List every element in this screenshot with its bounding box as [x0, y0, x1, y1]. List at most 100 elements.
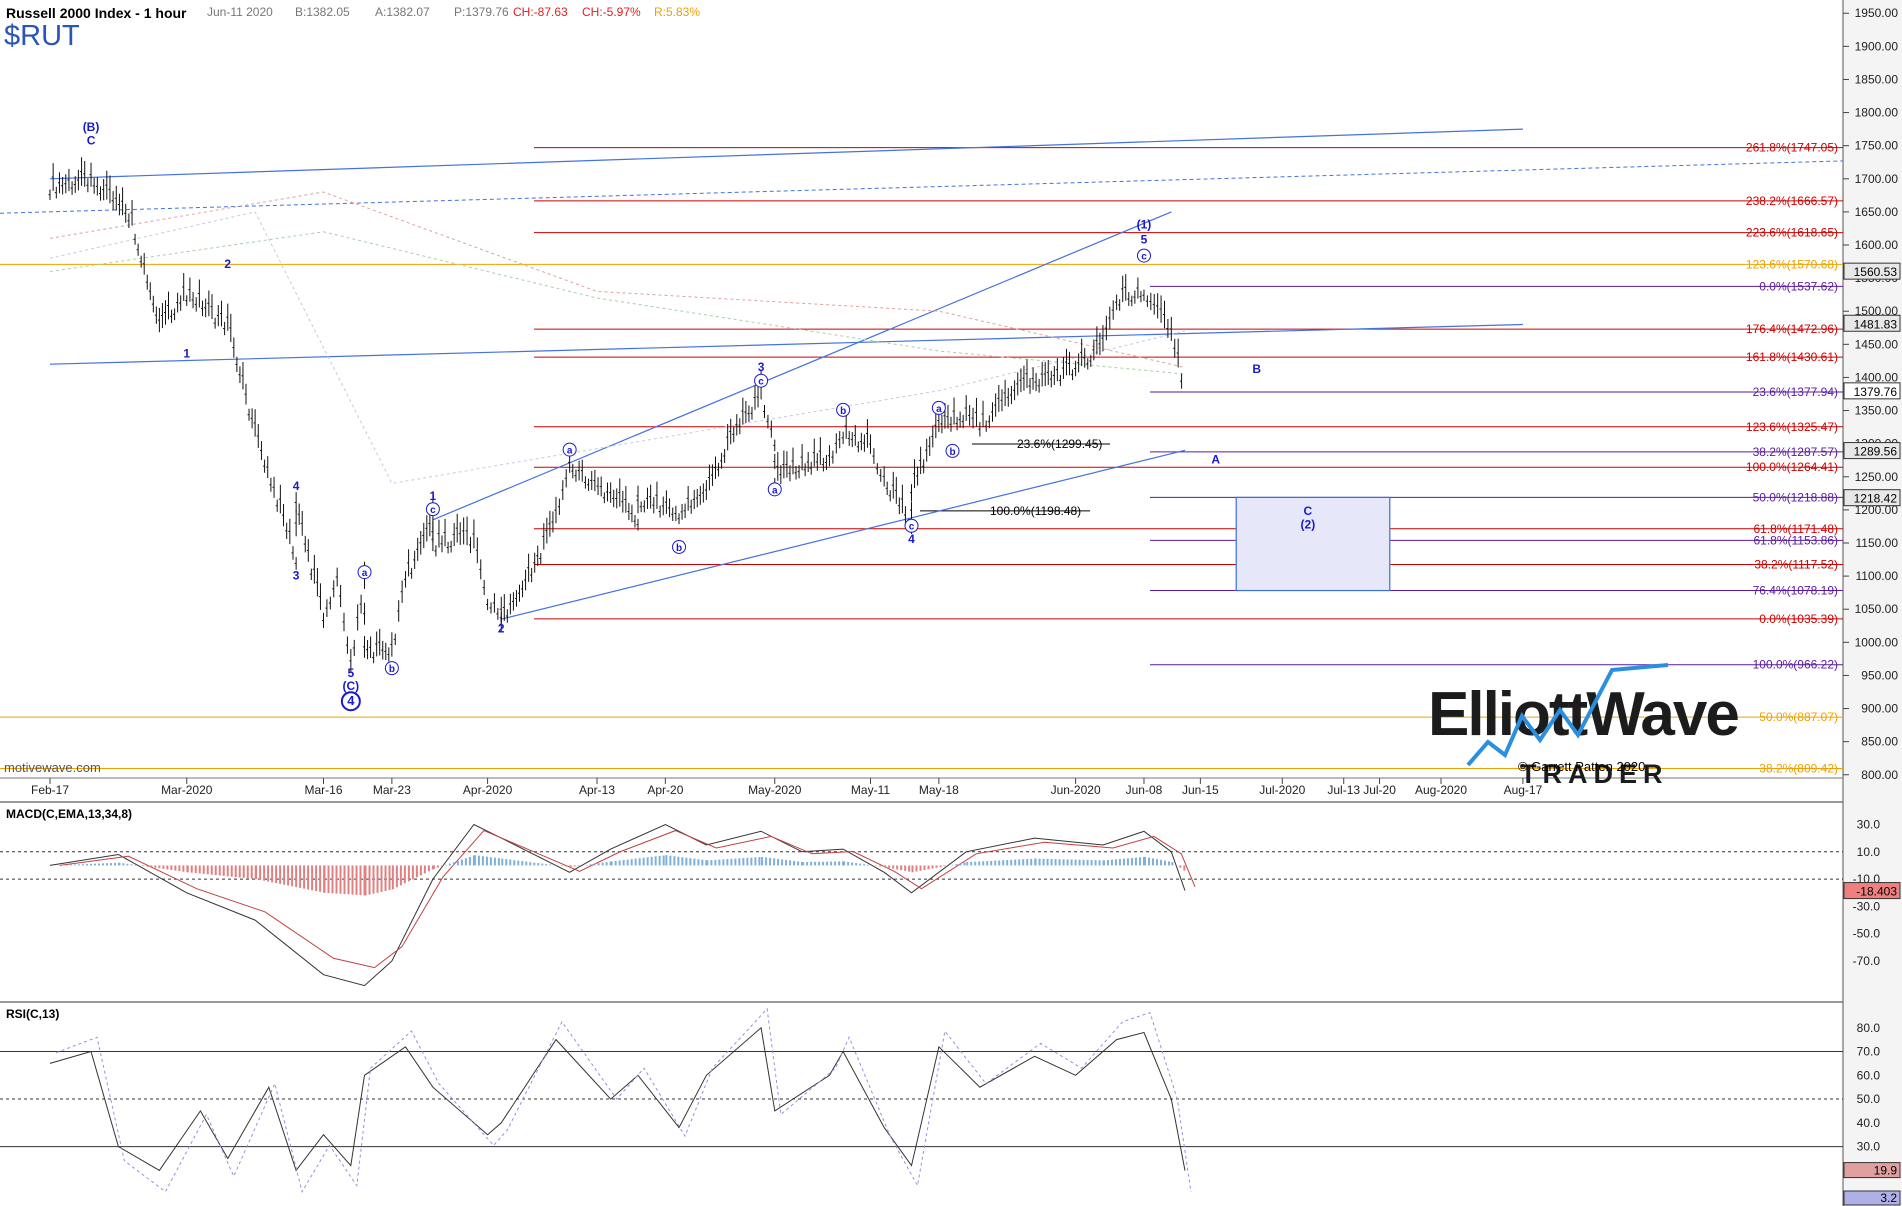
quote-price: P:1379.76	[454, 5, 509, 19]
date-tick-label: Feb-17	[31, 783, 69, 797]
macd-last-label: -18.403	[1856, 885, 1897, 899]
macd-histogram-bar	[525, 861, 528, 866]
macd-histogram-bar	[267, 865, 270, 882]
price-tick-label: 1700.00	[1855, 172, 1899, 186]
trendline	[49, 128, 1523, 180]
moving-average-line	[49, 211, 1186, 484]
macd-histogram-bar	[597, 863, 600, 866]
macd-tick-label: 10.0	[1857, 845, 1881, 859]
macd-histogram-bar	[978, 861, 981, 866]
date-tick-label: Mar-23	[373, 783, 411, 797]
macd-histogram-bar	[513, 860, 516, 866]
macd-histogram-bar	[797, 861, 800, 866]
macd-histogram-bar	[665, 855, 668, 866]
fib-level-label: 50.0%(887.07)	[1759, 710, 1838, 724]
macd-histogram-bar	[742, 858, 745, 866]
date-tick-label: Jun-2020	[1051, 783, 1101, 797]
macd-histogram-bar	[355, 865, 358, 895]
wave-label: b	[949, 447, 955, 458]
macd-histogram-bar	[855, 863, 858, 866]
macd-histogram-bar	[726, 859, 729, 866]
date-tick-label: Mar-16	[304, 783, 342, 797]
macd-histogram-bar	[777, 858, 780, 866]
macd-histogram-bar	[785, 859, 788, 866]
fib-level-label: 161.8%(1430.61)	[1746, 350, 1838, 364]
macd-tick-label: -70.0	[1853, 954, 1881, 968]
macd-histogram-bar	[634, 858, 637, 866]
macd-histogram-bar	[654, 856, 657, 866]
macd-histogram-bar	[364, 865, 367, 896]
macd-histogram-bar	[793, 860, 796, 866]
macd-histogram-bar	[327, 865, 330, 894]
macd-histogram-bar	[781, 859, 784, 866]
macd-histogram-bar	[279, 865, 282, 884]
macd-histogram-bar	[464, 858, 467, 866]
macd-histogram-bar	[380, 865, 383, 892]
price-tick-label: 1200.00	[1855, 503, 1899, 517]
wave-label: 1	[183, 347, 190, 361]
price-tick-label: 950.00	[1861, 668, 1898, 682]
price-marker-box	[1843, 314, 1901, 332]
macd-histogram-bar	[431, 865, 434, 870]
macd-tick-label: -30.0	[1853, 899, 1881, 913]
macd-histogram-bar	[714, 859, 717, 866]
macd-histogram-bar	[959, 863, 962, 866]
date-tick-label: Jun-15	[1182, 783, 1219, 797]
macd-histogram-bar	[1034, 858, 1037, 866]
macd-histogram-bar	[275, 865, 278, 884]
macd-histogram-bar	[1175, 864, 1178, 866]
rsi-tick-label: 50.0	[1857, 1092, 1881, 1106]
macd-histogram-bar	[1151, 858, 1154, 866]
macd-histogram-bar	[206, 865, 209, 875]
inline-fib-label: 23.6%(1299.45)	[1017, 437, 1102, 451]
macd-histogram-bar	[638, 858, 641, 866]
fib-level-label: 100.0%(1264.41)	[1746, 460, 1838, 474]
wave-label: c	[758, 377, 764, 388]
wave-label-circle	[904, 518, 919, 533]
macd-histogram-bar	[158, 865, 161, 869]
date-tick-label: Jul-13	[1327, 783, 1360, 797]
macd-histogram-bar	[1014, 859, 1017, 866]
price-tick-label: 1050.00	[1855, 602, 1899, 616]
macd-histogram-bar	[533, 862, 536, 866]
macd-histogram-bar	[614, 860, 617, 866]
macd-histogram-bar	[662, 855, 665, 866]
trendline	[49, 323, 1523, 365]
macd-histogram-bar	[106, 863, 108, 866]
elliottwave-trader-logo: ElliottWave TRADER © Garrett Patten 2020	[1428, 663, 1740, 789]
macd-histogram-bar	[769, 857, 772, 866]
macd-histogram-bar	[230, 865, 233, 877]
wave-label: c	[1141, 252, 1147, 263]
macd-histogram-bar	[859, 863, 862, 866]
macd-histogram-bar	[710, 860, 713, 866]
fib-level-label: 0.0%(1537.62)	[1759, 279, 1838, 293]
macd-histogram-bar	[214, 865, 217, 876]
macd-layer: 30.010.0-10.0-30.0-50.0-70.0-18.403	[0, 817, 1901, 987]
macd-histogram-bar	[411, 865, 414, 880]
wave-label: c	[909, 522, 915, 533]
macd-histogram-bar	[485, 856, 488, 866]
macd-histogram-bar	[384, 865, 387, 891]
macd-histogram-bar	[481, 856, 484, 866]
fib-level-label: 38.2%(1117.52)	[1754, 557, 1838, 571]
macd-histogram-bar	[295, 865, 298, 888]
date-tick-label: Apr-20	[647, 783, 683, 797]
macd-histogram-bar	[754, 857, 757, 866]
macd-histogram-bar	[673, 856, 676, 866]
macd-histogram-bar	[585, 864, 588, 866]
macd-last-box	[1843, 882, 1901, 900]
trendline	[432, 211, 1172, 521]
macd-histogram-bar	[569, 865, 572, 868]
price-axis-bg	[1843, 0, 1902, 1206]
fib-level-label: 50.0%(1218.88)	[1753, 490, 1838, 504]
axis-layer: 800.00850.00900.00950.001000.001050.0011…	[31, 6, 1901, 797]
price-tick-label: 1850.00	[1855, 72, 1899, 86]
rsi-last-label: 19.9	[1874, 1164, 1898, 1178]
rsi-tick-label: 30.0	[1857, 1140, 1881, 1154]
price-marker-box	[1843, 442, 1901, 460]
macd-histogram-bar	[319, 865, 322, 892]
macd-histogram-bar	[497, 858, 500, 866]
macd-histogram-bar	[427, 865, 430, 872]
fib-level-label: 238.2%(1666.57)	[1746, 194, 1838, 208]
